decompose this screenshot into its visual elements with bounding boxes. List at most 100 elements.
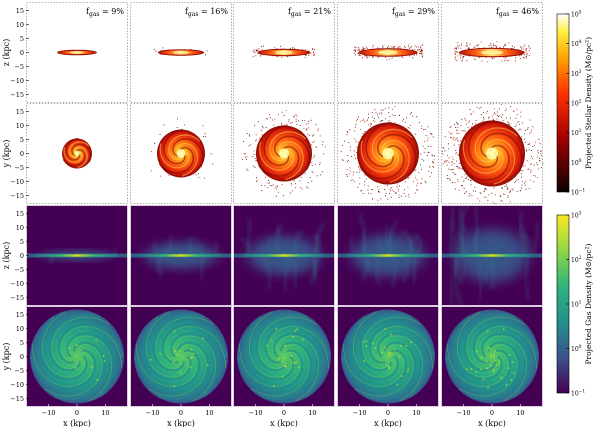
gas-face-disk (237, 309, 331, 404)
y-tick-label: −5 (14, 367, 24, 375)
panel-stellar-edge-on-4: fgas = 46% (441, 2, 543, 103)
gas-disk (451, 254, 533, 257)
y-tick-label: −15 (10, 192, 24, 200)
panel-gas-edge-on-2 (233, 205, 335, 306)
gas-face-disk (445, 309, 539, 404)
panel-gas-face-on-4 (441, 306, 543, 407)
gas-disk (36, 254, 118, 257)
y-tick-label: 0 (20, 150, 24, 158)
fgas-label: fgas = 9% (86, 7, 124, 18)
panel-stellar-edge-on-2: fgas = 21% (233, 2, 335, 103)
fgas-label: fgas = 16% (185, 7, 228, 18)
panel-stellar-face-on-4 (441, 103, 543, 204)
y-axis-label: z (kpc) (2, 39, 11, 66)
colorbar-tick-label: 100 (571, 158, 582, 167)
colorbar-label: Projected Stellar Density (M⊙/pc²) (584, 37, 593, 169)
y-tick-label: 0 (20, 252, 24, 260)
panel-stellar-edge-on-3: fgas = 29% (337, 2, 439, 103)
y-tick-label: −10 (10, 280, 24, 288)
x-tick-label: 10 (308, 409, 316, 417)
x-tick-label: −10 (457, 409, 471, 417)
y-tick-label: 5 (20, 35, 24, 43)
y-tick-label: 15 (16, 311, 24, 319)
y-axis-label: z (kpc) (2, 242, 11, 269)
colorbar-tick-label: 103 (571, 69, 582, 78)
colorbar-tick-label: 10−1 (571, 389, 585, 398)
fgas-label: fgas = 21% (288, 7, 331, 18)
panel-gas-edge-on-4 (441, 205, 543, 306)
y-tick-label: 15 (16, 108, 24, 116)
y-tick-label: 15 (16, 210, 24, 218)
panel-frame (130, 103, 232, 204)
gas-face-disk (341, 309, 435, 404)
x-axis-label: x (kpc) (63, 419, 91, 427)
x-tick-label: 10 (516, 409, 524, 417)
panel-frame (337, 2, 439, 103)
y-axis-label: y (kpc) (2, 343, 11, 372)
panel-gas-edge-on-1 (130, 205, 232, 306)
y-tick-label: −5 (14, 164, 24, 172)
x-tick-label: 0 (490, 409, 494, 417)
y-tick-label: 15 (16, 7, 24, 15)
panel-gas-face-on-2 (233, 306, 335, 407)
panel-stellar-face-on-1 (130, 103, 232, 204)
fgas-label: fgas = 46% (496, 7, 539, 18)
x-tick-label: 10 (412, 409, 420, 417)
y-tick-label: 5 (20, 339, 24, 347)
colorbar-tick-label: 102 (571, 255, 582, 264)
colorbar-tick-label: 103 (571, 211, 582, 220)
panel-frame (233, 205, 335, 306)
colorbar-tick-label: 104 (571, 39, 582, 48)
x-tick-label: 0 (75, 409, 79, 417)
panel-frame (337, 205, 439, 306)
y-tick-label: 0 (20, 49, 24, 57)
x-tick-label: 0 (179, 409, 183, 417)
x-tick-label: −10 (353, 409, 367, 417)
x-tick-label: −10 (146, 409, 160, 417)
colorbar-tick-label: 100 (571, 344, 582, 353)
y-tick-label: 10 (16, 122, 24, 130)
y-tick-label: 5 (20, 238, 24, 246)
y-tick-label: 10 (16, 325, 24, 333)
panel-stellar-edge-on-0: fgas = 9% (26, 2, 128, 103)
y-tick-label: −10 (10, 77, 24, 85)
x-tick-label: 0 (282, 409, 286, 417)
panel-frame (130, 205, 232, 306)
colorbar-tick-label: 101 (571, 128, 582, 137)
gas-disk (243, 254, 325, 257)
y-tick-label: −15 (10, 294, 24, 302)
y-tick-label: −10 (10, 178, 24, 186)
fgas-label: fgas = 29% (392, 7, 435, 18)
gas-disk (140, 254, 222, 257)
panel-frame (441, 205, 543, 306)
x-axis-label: x (kpc) (270, 419, 298, 427)
panel-stellar-edge-on-1: fgas = 16% (130, 2, 232, 103)
panel-stellar-face-on-2 (233, 103, 335, 204)
y-tick-label: 5 (20, 136, 24, 144)
panel-frame (441, 2, 543, 103)
panel-stellar-face-on-0 (26, 103, 128, 204)
y-tick-label: −15 (10, 395, 24, 403)
x-tick-label: 0 (386, 409, 390, 417)
y-tick-label: −5 (14, 63, 24, 71)
y-tick-label: 0 (20, 353, 24, 361)
gas-face-disk (134, 309, 228, 404)
y-axis-label: y (kpc) (2, 140, 11, 169)
colorbar-tick-label: 105 (571, 10, 582, 19)
panel-frame (130, 2, 232, 103)
y-tick-label: −5 (14, 266, 24, 274)
x-axis-label: x (kpc) (478, 419, 506, 427)
y-tick-label: −10 (10, 381, 24, 389)
colorbar-label: Projected Gas Density (M⊙/pc²) (584, 243, 593, 364)
x-tick-label: 10 (205, 409, 213, 417)
colorbar-tick-label: 101 (571, 300, 582, 309)
panel-frame (233, 103, 335, 204)
panel-frame (233, 2, 335, 103)
panel-gas-edge-on-3 (337, 205, 439, 306)
panel-frame (441, 103, 543, 204)
panel-gas-edge-on-0 (26, 205, 128, 306)
panel-gas-face-on-0 (26, 306, 128, 407)
panel-stellar-face-on-3 (337, 103, 439, 204)
x-axis-label: x (kpc) (167, 419, 195, 427)
